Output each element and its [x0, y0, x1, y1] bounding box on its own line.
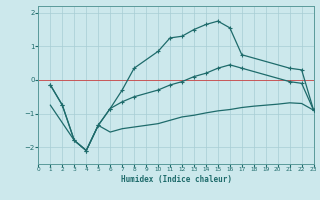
X-axis label: Humidex (Indice chaleur): Humidex (Indice chaleur) [121, 175, 231, 184]
